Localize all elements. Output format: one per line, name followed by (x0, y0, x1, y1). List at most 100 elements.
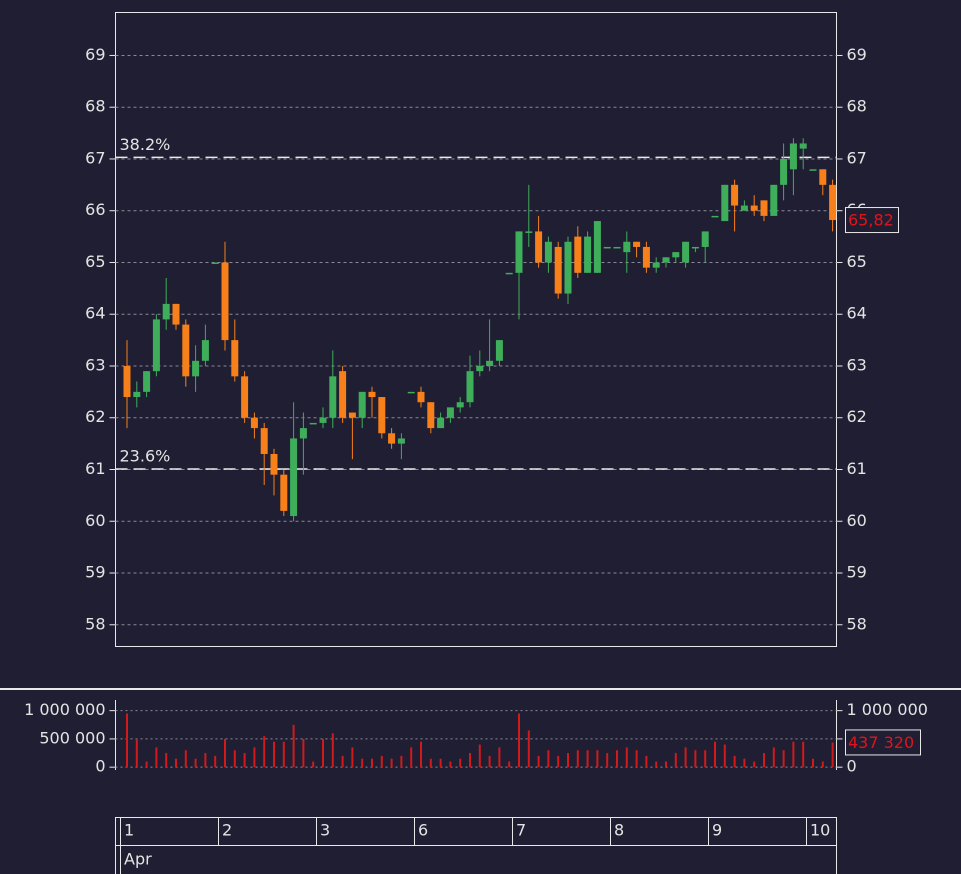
volume-bar (469, 753, 471, 768)
candle-body (397, 438, 405, 444)
volume-bar (322, 738, 324, 768)
candle-body (437, 417, 445, 429)
last-volume-label: 437 320 (848, 733, 914, 752)
y-tick-label-right: 65 (847, 252, 867, 271)
volume-bar (596, 750, 599, 768)
volume-bar (557, 755, 560, 768)
y-tick-label-right: 64 (847, 304, 867, 323)
y-tick-label-left: 62 (85, 407, 105, 426)
y-tick-label-right: 62 (847, 407, 867, 426)
volume-bar (165, 753, 168, 768)
volume-bar (224, 738, 226, 768)
volume-bar (420, 741, 422, 768)
candle-body (446, 407, 454, 418)
x-tick-label: 7 (516, 821, 526, 840)
candle-body (525, 231, 533, 233)
volume-bar (380, 755, 383, 768)
candle-body (211, 262, 219, 264)
volume-bar (439, 758, 442, 768)
candle-body (172, 303, 180, 325)
x-tick-label: 10 (810, 821, 830, 840)
candle-body (829, 184, 837, 221)
volume-bar (292, 724, 295, 768)
candle-body (143, 371, 151, 392)
candle-body (701, 231, 709, 247)
volume-bar (263, 736, 266, 768)
candle-body (250, 417, 258, 429)
y-tick-label-right: 61 (847, 459, 867, 478)
candle-body (731, 184, 739, 206)
volume-bar (253, 747, 256, 768)
date-panel (115, 817, 837, 874)
candle-body (476, 365, 484, 372)
y-tick-label-right: 59 (847, 563, 867, 582)
volume-bar (204, 753, 207, 768)
volume-bar (518, 713, 520, 768)
candle-body (260, 428, 268, 454)
y-tick-label-left: 61 (85, 459, 105, 478)
candle-body (682, 241, 690, 263)
y-tick-label-left: 64 (85, 304, 105, 323)
volume-bar (175, 758, 177, 768)
candle-body (515, 231, 523, 273)
y-tick-label-right: 58 (847, 614, 867, 633)
candle-body (505, 272, 513, 275)
candle-body (133, 391, 141, 398)
volume-bar (792, 741, 795, 768)
volume-bar (655, 761, 658, 768)
volume-bar (400, 755, 403, 768)
candle-body (241, 376, 249, 418)
volume-bar (331, 733, 334, 768)
y-tick-label-right: 63 (847, 355, 867, 374)
last-volume-box (845, 729, 921, 756)
candle-body (642, 246, 650, 268)
candle-body (740, 205, 748, 211)
x-tick-label: 8 (614, 821, 624, 840)
candle-body (329, 376, 337, 418)
candle-body (309, 422, 317, 425)
volume-bar (351, 747, 354, 768)
candle-body (407, 391, 415, 394)
volume-bar (341, 755, 344, 768)
volume-bar (635, 750, 638, 768)
volume-bar (390, 758, 393, 768)
volume-bar (371, 758, 373, 768)
y-tick-label-left: 63 (85, 355, 105, 374)
candle-body (760, 200, 768, 216)
volume-bar (155, 747, 158, 768)
y-tick-label-left: 66 (85, 200, 105, 219)
candle-body (613, 246, 621, 249)
candle-body (789, 143, 797, 170)
last-price-box (845, 207, 899, 234)
candle-body (221, 262, 229, 341)
volume-bar (527, 730, 530, 768)
y-tick-label-left: 60 (85, 511, 105, 530)
volume-bar (831, 742, 834, 768)
y-tick-label-left: 500 000 (39, 728, 105, 747)
volume-bar (645, 755, 648, 768)
candle-body (623, 241, 631, 253)
candle-body (603, 246, 611, 249)
price-frame (115, 12, 837, 647)
volume-bar (821, 761, 824, 768)
volume-bar (782, 750, 785, 768)
candle-body (348, 412, 356, 418)
candle-body (819, 169, 827, 185)
x-tick-label: 2 (222, 821, 232, 840)
volume-bar (184, 750, 187, 768)
last-price-label: 65,82 (848, 211, 894, 230)
volume-bar (606, 753, 609, 768)
volume-bar (145, 761, 148, 768)
volume-bar (282, 741, 285, 768)
x-tick-label: 6 (418, 821, 428, 840)
candle-body (633, 241, 641, 247)
candle-body (456, 402, 464, 408)
candle-body (672, 252, 680, 258)
candle-body (339, 371, 347, 418)
volume-bar (567, 753, 569, 768)
month-label: Apr (124, 850, 152, 869)
candle-body (280, 474, 288, 511)
candle-body (123, 365, 131, 398)
candle-body (691, 246, 699, 249)
candle-body (417, 391, 425, 403)
